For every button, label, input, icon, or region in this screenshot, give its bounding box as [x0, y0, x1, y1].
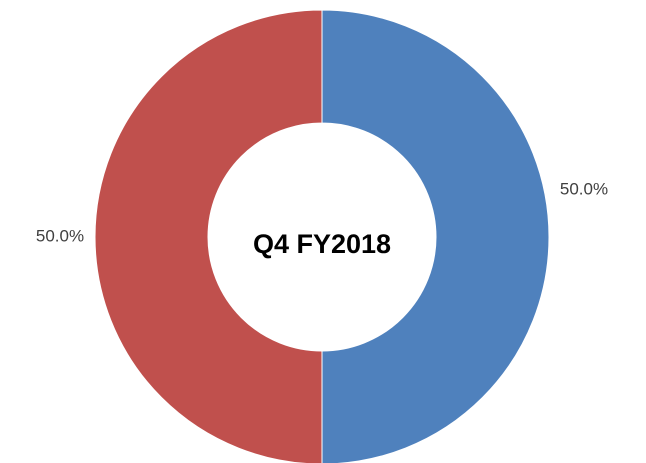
donut-slice: [321, 9, 550, 463]
donut-slice: [94, 9, 323, 463]
value-label: 50.0%: [36, 226, 84, 245]
value-label: 50.0%: [560, 179, 608, 198]
center-label: Q4 FY2018: [253, 229, 391, 259]
